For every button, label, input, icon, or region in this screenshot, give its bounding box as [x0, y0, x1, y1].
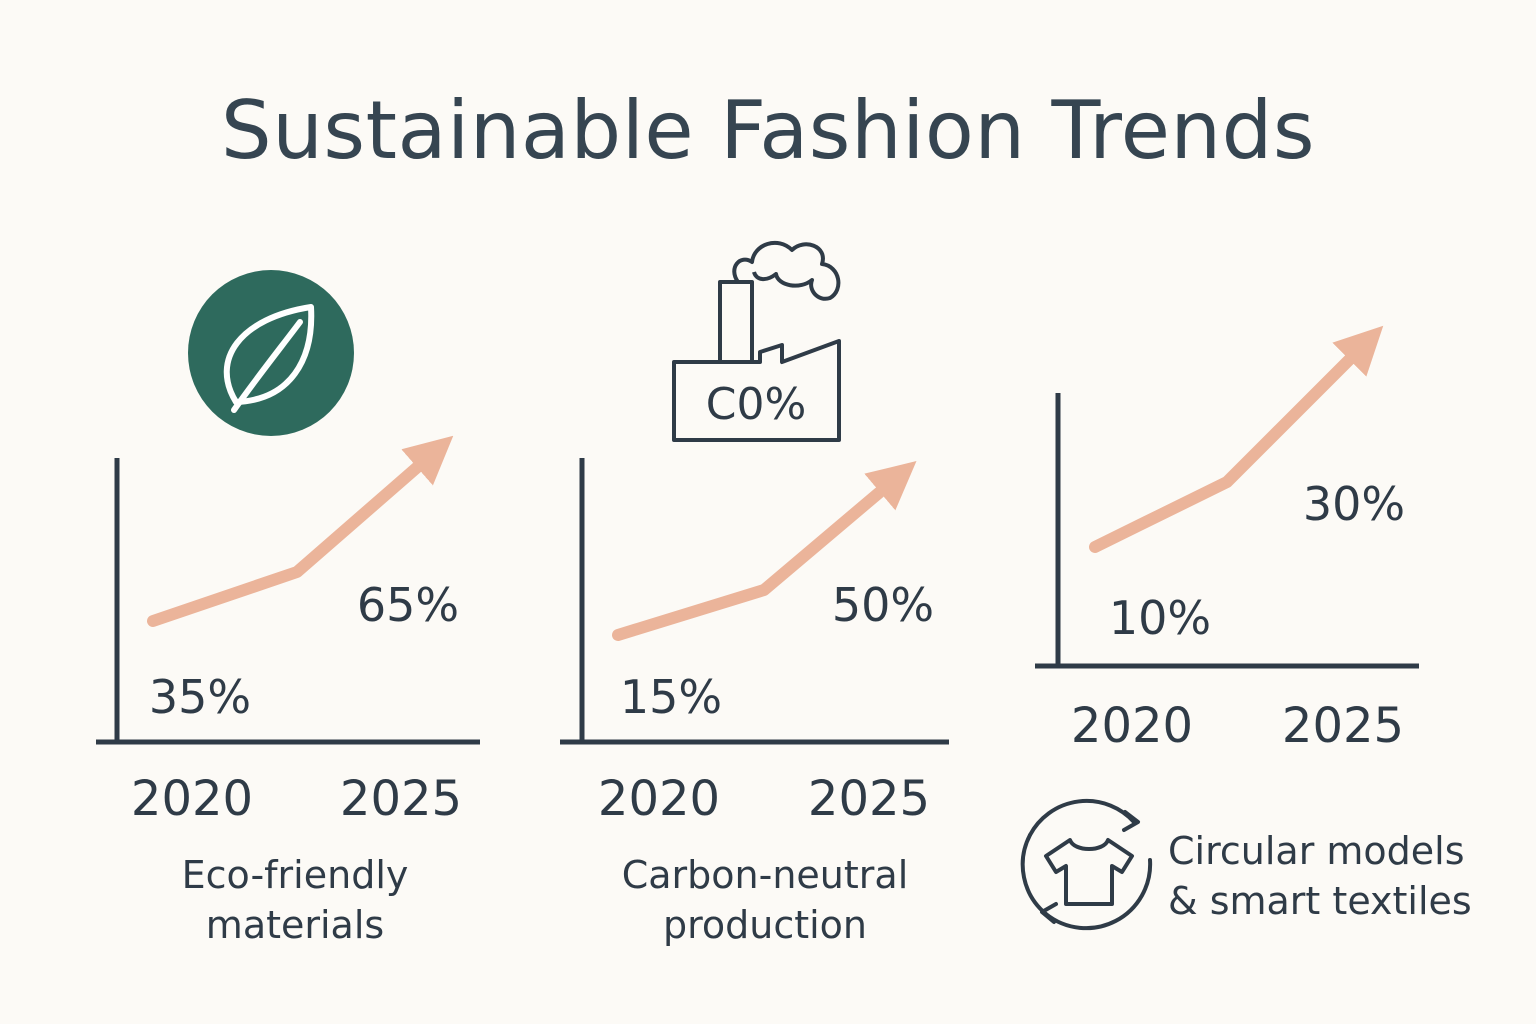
- chart-3-value-2025: 30%: [1303, 477, 1405, 531]
- chart-2-value-2020: 15%: [620, 670, 722, 724]
- chart-carbon-neutral: 15% 50% 2020 2025: [560, 458, 949, 827]
- caption-3-line-2: & smart textiles: [1168, 879, 1472, 923]
- chart-3-value-2020: 10%: [1109, 591, 1211, 645]
- chart-2-trend-line: [612, 461, 917, 641]
- chart-3-trend-line: [1089, 325, 1384, 553]
- chart-2-value-2025: 50%: [832, 578, 934, 632]
- factory-icon: C0%: [672, 240, 841, 442]
- chart-eco-friendly: 35% 65% 2020 2025: [96, 435, 480, 827]
- caption-2-line-1: Carbon-neutral: [621, 853, 909, 897]
- chart-3-year-2020: 2020: [1071, 698, 1193, 754]
- caption-3-line-1: Circular models: [1168, 829, 1465, 873]
- chart-1-value-2025: 65%: [357, 578, 459, 632]
- caption-1-line-1: Eco-friendly: [181, 853, 409, 897]
- caption-1-line-2: materials: [205, 903, 385, 947]
- chart-1-trend-line: [147, 435, 454, 627]
- chart-1-value-2020: 35%: [149, 670, 251, 724]
- chart-3-year-2025: 2025: [1282, 698, 1404, 754]
- caption-carbon-neutral: Carbon-neutral production: [590, 850, 940, 950]
- chart-circular-models: 10% 30% 2020 2025: [1035, 325, 1419, 754]
- caption-circular-models: Circular models & smart textiles: [1168, 826, 1478, 926]
- chart-1-year-2025: 2025: [340, 771, 462, 827]
- chart-1-year-2020: 2020: [131, 771, 253, 827]
- page-title: Sustainable Fashion Trends: [220, 84, 1316, 177]
- chart-2-year-2020: 2020: [598, 771, 720, 827]
- caption-eco-friendly: Eco-friendly materials: [130, 850, 460, 950]
- leaf-icon: [188, 270, 354, 436]
- recycle-shirt-icon: [1020, 798, 1153, 931]
- caption-2-line-2: production: [662, 903, 868, 947]
- chart-2-year-2025: 2025: [808, 771, 930, 827]
- factory-label: C0%: [706, 379, 807, 430]
